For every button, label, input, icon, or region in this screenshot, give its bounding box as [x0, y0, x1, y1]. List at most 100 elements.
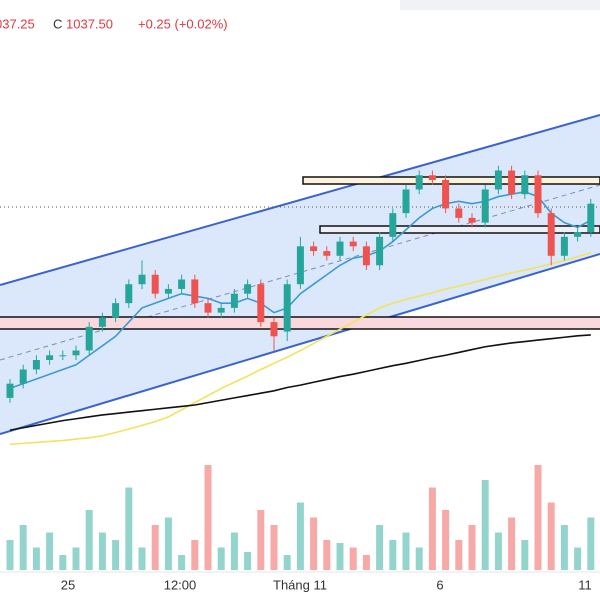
volume-bar: [270, 525, 278, 570]
candle-body: [6, 383, 14, 398]
candle-body: [428, 175, 436, 180]
volume-bar: [336, 543, 344, 570]
volume-bar: [296, 502, 304, 570]
volume-bar: [283, 555, 291, 570]
candle-body: [547, 213, 555, 256]
volume-bar: [191, 540, 199, 570]
candle-body: [270, 322, 278, 337]
candle-body: [336, 241, 344, 256]
volume-bar: [230, 532, 238, 570]
candle-body: [244, 284, 252, 294]
volume-bar: [468, 525, 476, 570]
moving-average: [9, 334, 591, 431]
volume-bar: [112, 540, 120, 570]
candle-body: [323, 251, 331, 256]
candle-body: [138, 274, 146, 285]
header-close: 1037.50: [66, 16, 113, 31]
candle-body: [164, 288, 172, 294]
volume-bar: [521, 540, 529, 570]
zone-box: [319, 225, 600, 234]
volume-bar: [455, 540, 463, 570]
volume-bar: [59, 555, 67, 570]
header-low: 037.25: [0, 16, 35, 31]
candle-body: [46, 355, 54, 360]
candle-body: [125, 284, 133, 304]
volume-bar: [389, 540, 397, 570]
candle-body: [508, 170, 516, 195]
volume-bar: [217, 547, 225, 570]
zone-box: [0, 316, 600, 330]
volume-bar: [164, 517, 172, 570]
volume-bar: [547, 502, 555, 570]
volume-bar: [178, 555, 186, 570]
volume-bar: [362, 555, 370, 570]
volume-bar: [442, 510, 450, 570]
volume-bar: [125, 487, 133, 570]
volume-bar: [587, 517, 595, 570]
candle-body: [191, 279, 199, 304]
header-close-prefix: C: [53, 16, 62, 31]
volume-bar: [560, 525, 568, 570]
candle-body: [72, 350, 80, 356]
volume-bar: [534, 465, 542, 570]
moving-average: [9, 191, 592, 390]
volume-bar: [32, 547, 40, 570]
volume-bar: [323, 540, 331, 570]
candle-body: [534, 175, 542, 214]
candle-body: [217, 307, 225, 313]
zone-box: [302, 176, 600, 185]
candle-body: [442, 180, 450, 209]
volume-bar: [574, 547, 582, 570]
volume-bar: [428, 487, 436, 570]
candle-body: [574, 232, 582, 237]
time-label: 6: [436, 577, 443, 592]
candle-body: [376, 236, 384, 266]
candle-body: [415, 175, 423, 190]
candle-body: [455, 208, 463, 218]
marks: [6, 165, 595, 570]
channel-upper: [0, 114, 600, 286]
candle-body: [19, 369, 27, 384]
candle-body: [230, 293, 238, 308]
volume-bar: [72, 547, 80, 570]
volume-bar: [19, 525, 27, 570]
volume-bar: [481, 480, 489, 570]
candle-body: [389, 213, 397, 237]
candle-body: [178, 279, 186, 289]
candle-body: [32, 360, 40, 370]
volume-bar: [349, 547, 357, 570]
candle-body: [257, 284, 265, 323]
candle-body: [283, 284, 291, 332]
candle-body: [587, 203, 595, 233]
candle-body: [402, 189, 410, 214]
volume-bar: [204, 465, 212, 570]
candle-body: [112, 303, 120, 318]
header-change: +0.25 (+0.02%): [138, 16, 228, 31]
candle-body: [296, 246, 304, 285]
candle-body: [59, 355, 67, 357]
volume-bar: [6, 540, 14, 570]
time-label: 25: [61, 577, 75, 592]
volume-bar: [508, 517, 516, 570]
time-label: Tháng 11: [273, 577, 327, 592]
volume-bar: [85, 510, 93, 570]
toolbar-strip: [400, 0, 600, 10]
volume-bar: [98, 532, 106, 570]
volume-bar: [402, 532, 410, 570]
volume-bar: [151, 525, 159, 570]
candle-body: [85, 326, 93, 351]
time-label: 11: [578, 577, 592, 592]
volume-bar: [415, 547, 423, 570]
volume-bar: [376, 525, 384, 570]
time-label: 12:00: [164, 577, 197, 592]
candle-body: [521, 175, 529, 195]
channel-lower: [0, 253, 600, 435]
volume-bar: [46, 532, 54, 570]
volume-bar: [244, 552, 252, 570]
volume-bar: [494, 532, 502, 570]
candle-body: [98, 317, 106, 327]
moving-average: [9, 252, 592, 446]
candle-body: [310, 246, 318, 252]
volume-bar: [138, 547, 146, 570]
